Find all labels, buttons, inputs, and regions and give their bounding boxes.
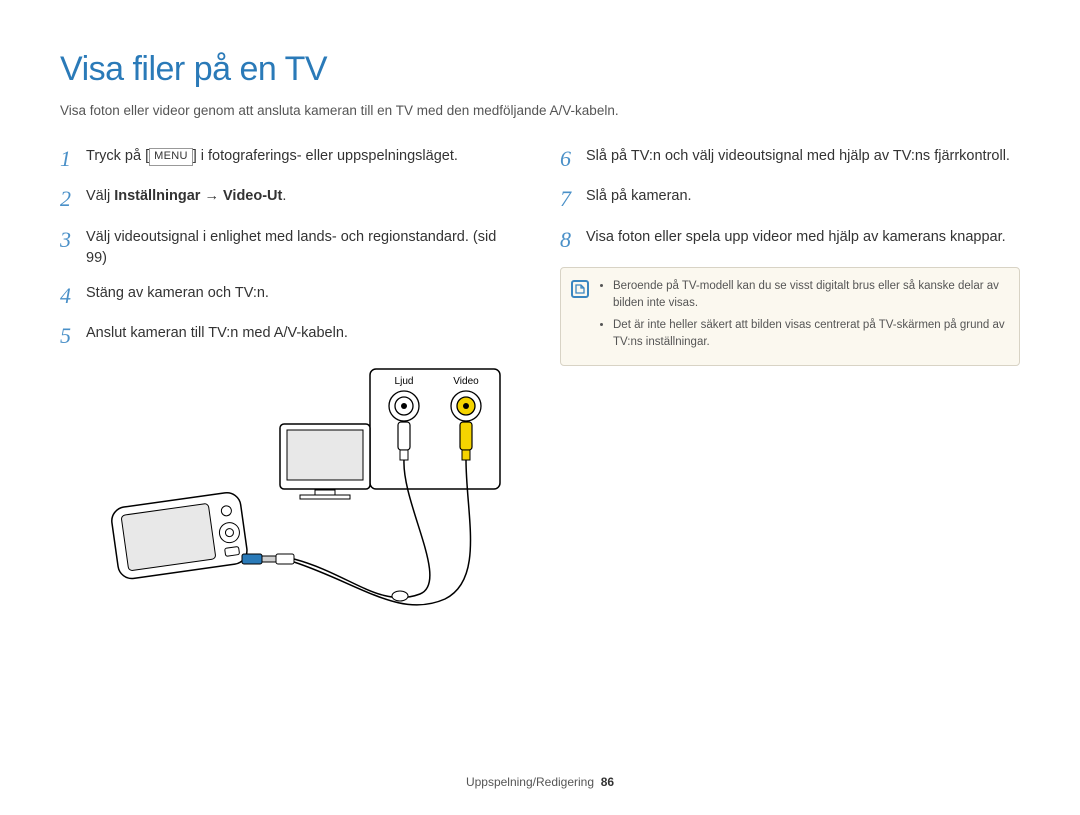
step-number: 2 [60, 186, 86, 212]
note-list: Beroende på TV-modell kan du se visst di… [599, 278, 1007, 355]
step-number: 8 [560, 227, 586, 253]
step-text: Välj videoutsignal i enlighet med lands-… [86, 227, 520, 269]
step-text: Anslut kameran till TV:n med A/V-kabeln. [86, 323, 520, 344]
audio-label: Ljud [395, 376, 414, 387]
step-number: 6 [560, 146, 586, 172]
step-5: 5 Anslut kameran till TV:n med A/V-kabel… [60, 323, 520, 349]
step-text: Slå på TV:n och välj videoutsignal med h… [586, 146, 1020, 167]
cable-splitter [392, 591, 408, 601]
step-number: 7 [560, 186, 586, 212]
video-label: Video [453, 376, 479, 387]
step-number: 5 [60, 323, 86, 349]
step-1: 1 Tryck på [MENU] i fotograferings- elle… [60, 146, 520, 172]
step-number: 1 [60, 146, 86, 172]
page-number: 86 [601, 775, 614, 789]
tv-icon [280, 424, 370, 499]
step-number: 4 [60, 283, 86, 309]
page-footer: Uppspelning/Redigering 86 [0, 775, 1080, 789]
step-4: 4 Stäng av kameran och TV:n. [60, 283, 520, 309]
left-column: 1 Tryck på [MENU] i fotograferings- elle… [60, 146, 520, 629]
note-box: Beroende på TV-modell kan du se visst di… [560, 267, 1020, 366]
step-7: 7 Slå på kameran. [560, 186, 1020, 212]
step-3: 3 Välj videoutsignal i enlighet med land… [60, 227, 520, 269]
page-title: Visa filer på en TV [60, 50, 1020, 89]
menu-button-label: MENU [149, 148, 193, 166]
footer-section: Uppspelning/Redigering [466, 775, 594, 789]
step-6: 6 Slå på TV:n och välj videoutsignal med… [560, 146, 1020, 172]
step-number: 3 [60, 227, 86, 253]
av-plug-icon [242, 554, 294, 564]
note-item: Det är inte heller säkert att bilden vis… [613, 317, 1007, 352]
page-subtitle: Visa foton eller videor genom att anslut… [60, 103, 1020, 118]
step-text: Välj Inställningar → Video-Ut. [86, 186, 520, 207]
step-8: 8 Visa foton eller spela upp videor med … [560, 227, 1020, 253]
right-column: 6 Slå på TV:n och välj videoutsignal med… [560, 146, 1020, 629]
note-icon [571, 280, 589, 298]
tv-connector-panel: Ljud Video [370, 369, 500, 489]
step-text: Visa foton eller spela upp videor med hj… [586, 227, 1020, 248]
connection-diagram: Ljud Video [90, 364, 520, 629]
step-text: Stäng av kameran och TV:n. [86, 283, 520, 304]
step-text: Slå på kameran. [586, 186, 1020, 207]
camera-icon [110, 491, 249, 580]
step-text: Tryck på [MENU] i fotograferings- eller … [86, 146, 520, 167]
note-item: Beroende på TV-modell kan du se visst di… [613, 278, 1007, 313]
step-2: 2 Välj Inställningar → Video-Ut. [60, 186, 520, 212]
